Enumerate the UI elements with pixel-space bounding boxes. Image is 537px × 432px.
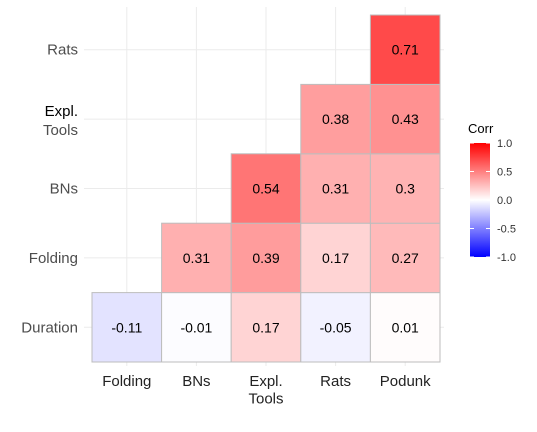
cell-rats-podunk	[369, 14, 441, 85]
cell-bns-podunk-label: 0.3	[395, 181, 415, 197]
y-tick-folding: Folding	[29, 250, 78, 267]
cell-duration-podunk-label: 0.01	[392, 319, 419, 335]
legend-tick-label-2: 0.0	[497, 195, 512, 207]
cell-duration-folding-label: -0.11	[111, 319, 142, 335]
cell-expl-tools-rats	[300, 83, 371, 155]
y-tick-duration: Duration	[21, 319, 78, 336]
cell-duration-rats-label: -0.05	[320, 319, 352, 335]
cell-duration-expl-tools-label: 0.17	[252, 319, 279, 335]
cell-folding-rats-label: 0.17	[322, 250, 349, 266]
cell-folding-rats	[300, 222, 371, 294]
x-tick-folding: Folding	[102, 373, 151, 390]
cell-expl-tools-podunk-label: 0.43	[392, 111, 419, 127]
legend-colorbar	[470, 143, 490, 257]
cell-folding-podunk	[369, 222, 441, 294]
cell-bns-rats	[300, 153, 371, 224]
y-tick-rats: Rats	[47, 42, 78, 59]
legend: Corr 1.0 0.5 0.0 -0.5 -1.0	[468, 121, 516, 264]
cell-duration-expl-tools	[230, 292, 302, 363]
cell-folding-expl-tools	[230, 222, 302, 294]
legend-title: Corr	[468, 121, 494, 136]
x-tick-rats: Rats	[320, 373, 351, 390]
cell-duration-rats	[300, 292, 371, 363]
legend-ticks: 1.0 0.5 0.0 -0.5 -1.0	[470, 138, 516, 264]
cell-rats-podunk-label: 0.71	[392, 42, 419, 58]
cell-folding-bns-label: 0.31	[183, 250, 210, 266]
x-tick-bns: BNs	[182, 373, 210, 390]
x-axis: Folding BNs Expl. Tools Rats Podunk	[102, 373, 431, 407]
y-axis: Duration Folding BNs Expl. Tools Rats	[21, 42, 78, 337]
cell-labels: -0.11 -0.01 0.17 -0.05 0.01 0.31 0.39 0.17 0.27 0…	[111, 42, 419, 336]
cell-duration-bns	[161, 292, 232, 363]
legend-tick-label-3: -0.5	[497, 224, 516, 236]
y-tick-expl-tools: Expl. Tools	[43, 103, 78, 139]
cell-bns-rats-label: 0.31	[322, 181, 349, 197]
cell-duration-podunk	[369, 292, 441, 363]
cell-folding-expl-tools-label: 0.39	[252, 250, 279, 266]
heatmap-cells	[91, 14, 441, 363]
cell-bns-podunk	[369, 153, 441, 224]
cell-duration-bns-label: -0.01	[180, 319, 212, 335]
cell-bns-expl-tools	[230, 153, 302, 224]
x-tick-expl-tools: Expl. Tools	[248, 373, 283, 407]
cell-folding-podunk-label: 0.27	[392, 250, 419, 266]
y-tick-bns: BNs	[50, 181, 78, 198]
cell-bns-expl-tools-label: 0.54	[252, 181, 279, 197]
legend-tick-label-1: 0.5	[497, 167, 512, 179]
x-tick-podunk: Podunk	[380, 373, 431, 390]
cell-expl-tools-rats-label: 0.38	[322, 111, 349, 127]
cell-folding-bns	[161, 222, 232, 294]
legend-tick-label-4: -1.0	[497, 252, 516, 264]
legend-tick-label-0: 1.0	[497, 138, 512, 150]
